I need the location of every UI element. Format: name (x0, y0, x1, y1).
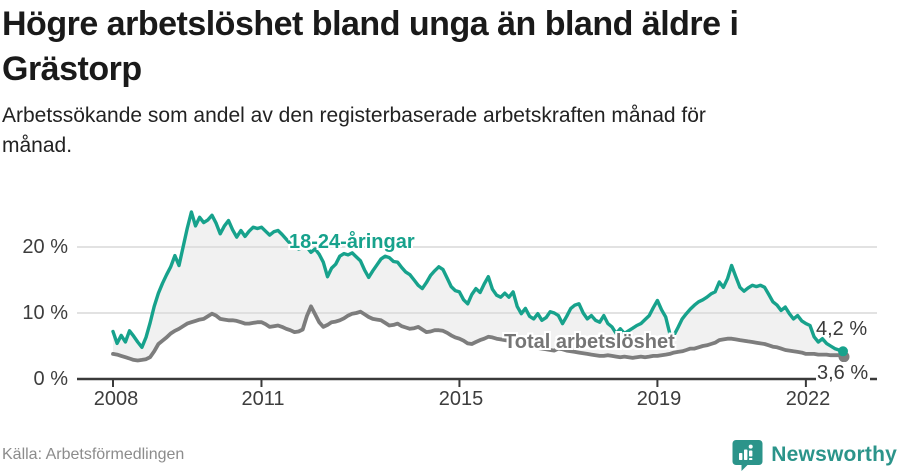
end-value-young: 4,2 % (816, 318, 868, 340)
page-title: Högre arbetslöshet bland unga än bland ä… (2, 2, 892, 92)
source-credit: Källa: Arbetsförmedlingen (2, 446, 185, 463)
x-axis-label-2008: 2008 (93, 388, 139, 410)
x-axis-label-2015: 2015 (438, 388, 484, 410)
series-label-total: Total arbetslöshet (504, 331, 675, 353)
y-axis-label-0: 0 % (33, 368, 68, 390)
x-axis-label-2022: 2022 (785, 388, 831, 410)
line-chart (0, 180, 900, 395)
y-axis-label-10: 10 % (22, 302, 68, 324)
y-axis-label-20: 20 % (22, 236, 68, 258)
newsworthy-bubble-icon (732, 440, 763, 471)
subtitle-line-2: månad. (2, 134, 73, 157)
x-axis-label-2011: 2011 (241, 388, 285, 410)
x-axis-label-2019: 2019 (636, 388, 682, 410)
title-line-2: Grästorp (2, 50, 142, 88)
newsworthy-logo: Newsworthy (731, 438, 897, 472)
subtitle-line-1: Arbetssökande som andel av den registerb… (2, 104, 706, 127)
end-value-total: 3,6 % (816, 362, 871, 385)
series-label-young: 18-24-åringar (289, 231, 415, 253)
chart-canvas (77, 210, 877, 387)
chart-subtitle: Arbetssökande som andel av den registerb… (2, 101, 882, 161)
title-line-1: Högre arbetslöshet bland unga än bland ä… (2, 5, 739, 43)
brand-name: Newsworthy (771, 443, 897, 466)
